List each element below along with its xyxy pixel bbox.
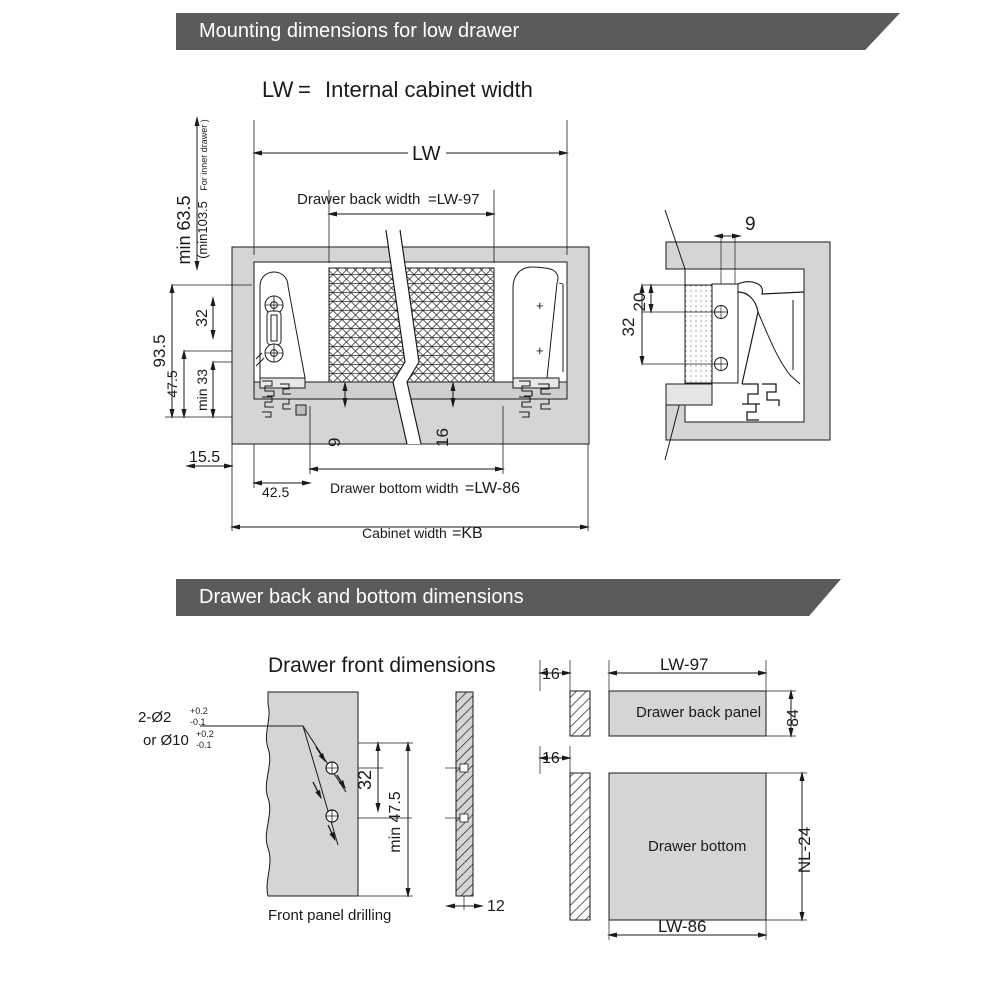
svg-text:=KB: =KB (452, 525, 483, 542)
svg-text:84: 84 (785, 709, 802, 727)
svg-text:Cabinet width: Cabinet width (362, 525, 447, 541)
svg-text:=LW-86: =LW-86 (465, 480, 520, 497)
svg-text:=LW-97: =LW-97 (428, 191, 480, 208)
svg-text:-0.1: -0.1 (196, 740, 212, 750)
svg-text:LW-86: LW-86 (658, 917, 707, 936)
svg-text:Front panel drilling: Front panel drilling (268, 907, 391, 924)
svg-text:32: 32 (194, 309, 211, 327)
svg-text:min 63.5: min 63.5 (174, 195, 194, 264)
svg-text:Drawer front dimensions: Drawer front dimensions (268, 654, 496, 677)
svg-text:LW: LW (412, 143, 441, 165)
svg-text:2-Ø2: 2-Ø2 (138, 709, 171, 726)
svg-text:or Ø10: or Ø10 (143, 732, 189, 749)
svg-text:42.5: 42.5 (262, 484, 289, 500)
svg-text:LW-97: LW-97 (660, 655, 709, 674)
svg-text:min 47.5: min 47.5 (387, 791, 404, 852)
svg-text:16: 16 (433, 428, 452, 447)
svg-text:20: 20 (630, 293, 649, 312)
svg-text:=: = (298, 77, 311, 102)
svg-text:9: 9 (745, 214, 756, 235)
svg-text:min 33: min 33 (194, 369, 210, 411)
svg-text:+: + (536, 343, 544, 358)
svg-text:47.5: 47.5 (164, 370, 180, 397)
svg-text:-0.1: -0.1 (190, 717, 206, 727)
svg-text:For inner drawer ): For inner drawer ) (199, 119, 209, 191)
svg-text:32: 32 (619, 318, 638, 337)
svg-text:16: 16 (542, 666, 560, 683)
svg-text:32: 32 (355, 770, 375, 790)
svg-text:Drawer bottom width: Drawer bottom width (330, 480, 458, 496)
svg-text:12: 12 (487, 898, 505, 915)
svg-text:+: + (536, 298, 544, 313)
svg-text:NL-24: NL-24 (795, 827, 814, 873)
svg-text:LW: LW (262, 77, 294, 102)
svg-text:Drawer back width: Drawer back width (297, 191, 420, 208)
svg-text:93.5: 93.5 (150, 334, 169, 367)
svg-text:Internal cabinet width: Internal cabinet width (325, 77, 533, 102)
svg-text:+0.2: +0.2 (190, 706, 208, 716)
svg-text:+0.2: +0.2 (196, 729, 214, 739)
svg-text:9: 9 (325, 438, 344, 447)
svg-text:15.5: 15.5 (189, 449, 220, 466)
svg-text:Drawer bottom: Drawer bottom (648, 838, 746, 855)
svg-text:(min103.5: (min103.5 (195, 201, 210, 259)
svg-text:Drawer back panel: Drawer back panel (636, 704, 761, 721)
